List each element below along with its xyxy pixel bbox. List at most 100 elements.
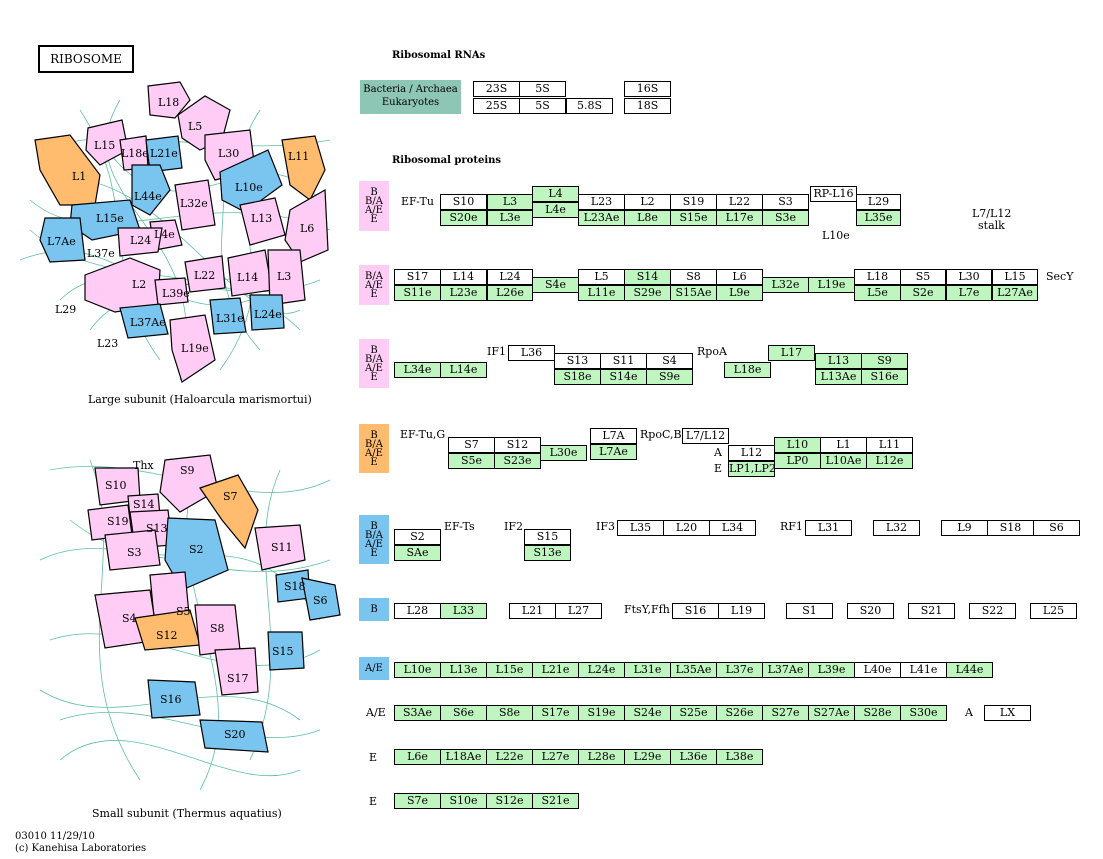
protein-box[interactable]: S10e xyxy=(440,793,487,809)
protein-box[interactable]: L30e xyxy=(540,445,587,461)
protein-box[interactable]: L23e xyxy=(440,285,487,301)
protein-box[interactable]: S16e xyxy=(861,369,908,385)
protein-box[interactable]: S2e xyxy=(900,285,946,301)
protein-box[interactable]: L38e xyxy=(716,749,763,765)
protein-box[interactable]: S24e xyxy=(624,705,671,721)
protein-box[interactable]: S26e xyxy=(716,705,763,721)
protein-box[interactable]: L15 xyxy=(992,269,1038,285)
protein-box[interactable]: L10 xyxy=(774,437,821,453)
protein-box[interactable]: L30 xyxy=(946,269,992,285)
protein-box[interactable]: L35e xyxy=(856,210,901,226)
protein-box[interactable]: S17 xyxy=(394,269,441,285)
protein-box[interactable]: S12 xyxy=(494,437,541,453)
protein-box[interactable]: L31e xyxy=(624,662,671,678)
protein-box[interactable]: S16 xyxy=(672,603,719,619)
protein-box[interactable]: L22e xyxy=(486,749,533,765)
protein-box[interactable]: LP1,LP2 xyxy=(728,461,775,477)
protein-box[interactable]: L28e xyxy=(578,749,625,765)
protein-box[interactable]: S9 xyxy=(861,353,908,369)
protein-box[interactable]: L15e xyxy=(486,662,533,678)
protein-box[interactable]: L20 xyxy=(663,520,710,536)
protein-box[interactable]: S7 xyxy=(448,437,495,453)
protein-box[interactable]: L18Ae xyxy=(440,749,487,765)
protein-box[interactable]: S9e xyxy=(646,369,693,385)
protein-box[interactable]: L26e xyxy=(487,285,533,301)
protein-box[interactable]: L7/L12 xyxy=(682,428,729,444)
protein-box[interactable]: S18 xyxy=(987,520,1034,536)
protein-box[interactable]: L9e xyxy=(716,285,763,301)
protein-box[interactable]: L10e xyxy=(394,662,441,678)
rna-box[interactable]: 5S xyxy=(519,98,566,114)
protein-box[interactable]: L3 xyxy=(487,194,533,210)
protein-box[interactable]: S11 xyxy=(600,353,647,369)
protein-box[interactable]: L12 xyxy=(728,445,775,461)
protein-box[interactable]: L18e xyxy=(724,362,771,378)
rna-box[interactable]: 16S xyxy=(624,81,671,97)
protein-box[interactable]: S8 xyxy=(670,269,717,285)
protein-box[interactable]: L18 xyxy=(854,269,901,285)
protein-box[interactable]: L5 xyxy=(578,269,625,285)
protein-box[interactable]: L3e xyxy=(487,210,533,226)
protein-box[interactable]: L13 xyxy=(815,353,862,369)
protein-box[interactable]: L40e xyxy=(854,662,901,678)
protein-box[interactable]: L19 xyxy=(718,603,765,619)
protein-box[interactable]: L19e xyxy=(808,277,855,293)
protein-box[interactable]: L27e xyxy=(532,749,579,765)
protein-box[interactable]: L14 xyxy=(440,269,487,285)
protein-box[interactable]: L22 xyxy=(716,194,763,210)
protein-box[interactable]: L10Ae xyxy=(820,453,867,469)
protein-box[interactable]: L7A xyxy=(590,428,637,444)
protein-box[interactable]: L39e xyxy=(808,662,855,678)
protein-box[interactable]: S14e xyxy=(600,369,647,385)
protein-box[interactable]: S8e xyxy=(486,705,533,721)
protein-box[interactable]: S5e xyxy=(448,453,495,469)
protein-box[interactable]: L8e xyxy=(624,210,671,226)
protein-box[interactable]: L34 xyxy=(709,520,756,536)
protein-box[interactable]: L27Ae xyxy=(992,285,1038,301)
protein-box[interactable]: L5e xyxy=(854,285,901,301)
protein-box[interactable]: L34e xyxy=(394,362,441,378)
protein-box[interactable]: L11 xyxy=(866,437,913,453)
protein-box[interactable]: S27Ae xyxy=(808,705,855,721)
protein-box[interactable]: L41e xyxy=(900,662,947,678)
protein-box[interactable]: L2 xyxy=(624,194,671,210)
protein-box[interactable]: L25 xyxy=(1030,603,1077,619)
protein-box[interactable]: S19e xyxy=(578,705,625,721)
protein-box[interactable]: L37Ae xyxy=(762,662,809,678)
rna-box[interactable]: 23S xyxy=(473,81,520,97)
protein-box[interactable]: S20 xyxy=(847,603,894,619)
protein-box[interactable]: L23Ae xyxy=(578,210,625,226)
protein-box[interactable]: LX xyxy=(984,705,1031,721)
protein-box[interactable]: S15Ae xyxy=(670,285,717,301)
protein-box[interactable]: L6e xyxy=(394,749,441,765)
protein-box[interactable]: S2 xyxy=(394,529,441,545)
protein-box[interactable]: S3Ae xyxy=(394,705,441,721)
protein-box[interactable]: S13e xyxy=(524,545,571,561)
protein-box[interactable]: S4 xyxy=(646,353,693,369)
protein-box[interactable]: L21 xyxy=(509,603,556,619)
protein-box[interactable]: S22 xyxy=(969,603,1016,619)
protein-box[interactable]: S12e xyxy=(486,793,533,809)
protein-box[interactable]: L7Ae xyxy=(590,444,637,460)
protein-box[interactable]: L14e xyxy=(440,362,487,378)
protein-box[interactable]: L32e xyxy=(762,277,809,293)
protein-box[interactable]: S30e xyxy=(900,705,947,721)
protein-box[interactable]: S11e xyxy=(394,285,441,301)
protein-box[interactable]: S27e xyxy=(762,705,809,721)
protein-box[interactable]: S18e xyxy=(554,369,601,385)
protein-box[interactable]: L24 xyxy=(487,269,533,285)
rna-box[interactable]: 25S xyxy=(473,98,520,114)
rp-l16-box[interactable]: RP-L16 xyxy=(810,186,857,202)
protein-box[interactable]: S3e xyxy=(762,210,809,226)
protein-box[interactable]: L24e xyxy=(578,662,625,678)
protein-box[interactable]: SAe xyxy=(394,545,441,561)
protein-box[interactable]: L12e xyxy=(866,453,913,469)
protein-box[interactable]: L17e xyxy=(716,210,763,226)
protein-box[interactable]: L44e xyxy=(946,662,993,678)
protein-box[interactable]: L27 xyxy=(555,603,602,619)
protein-box[interactable]: L4e xyxy=(532,202,579,218)
protein-box[interactable]: S15e xyxy=(670,210,717,226)
protein-box[interactable]: L23 xyxy=(578,194,625,210)
protein-box[interactable]: S5 xyxy=(900,269,946,285)
protein-box[interactable]: S4e xyxy=(532,277,579,293)
